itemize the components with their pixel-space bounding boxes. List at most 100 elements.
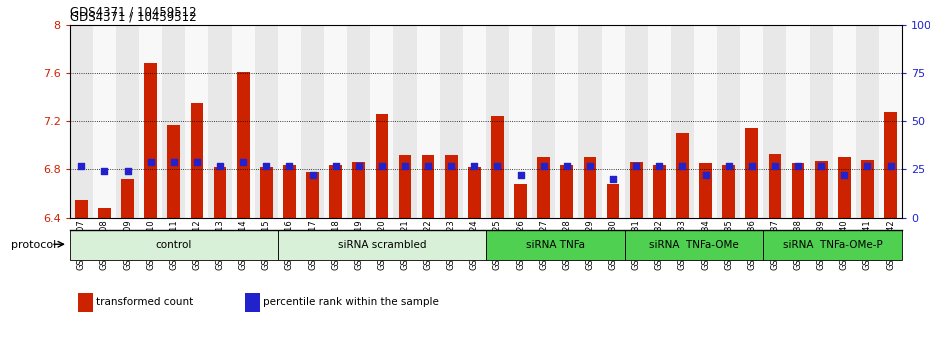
Text: protocol: protocol xyxy=(11,240,57,250)
Bar xyxy=(399,155,411,218)
Point xyxy=(629,163,644,169)
Bar xyxy=(214,167,226,218)
Text: GDS4371 / 10459512: GDS4371 / 10459512 xyxy=(70,6,196,19)
Point xyxy=(837,172,852,178)
Bar xyxy=(468,167,481,218)
Bar xyxy=(630,162,643,218)
Point xyxy=(675,163,690,169)
Bar xyxy=(723,165,735,218)
Point xyxy=(605,176,620,182)
Bar xyxy=(347,25,370,218)
Bar xyxy=(417,25,440,218)
Bar xyxy=(676,133,689,218)
Bar xyxy=(491,116,504,218)
Point xyxy=(235,159,250,165)
Point xyxy=(305,172,320,178)
Bar xyxy=(538,158,550,218)
Point xyxy=(420,163,435,169)
Bar xyxy=(485,25,509,218)
Bar xyxy=(561,165,573,218)
Bar xyxy=(625,25,648,218)
Bar xyxy=(879,25,902,218)
Point xyxy=(97,169,112,174)
Bar xyxy=(648,25,671,218)
Text: percentile rank within the sample: percentile rank within the sample xyxy=(263,297,439,307)
Bar xyxy=(861,160,874,218)
Bar xyxy=(329,165,342,218)
Bar xyxy=(625,230,764,260)
Bar xyxy=(740,25,764,218)
Bar xyxy=(606,184,619,218)
Bar xyxy=(532,25,555,218)
Bar xyxy=(245,293,259,312)
Point xyxy=(73,163,88,169)
Bar xyxy=(653,165,666,218)
Text: GDS4371 / 10459512: GDS4371 / 10459512 xyxy=(70,11,196,24)
Bar xyxy=(838,158,851,218)
Point xyxy=(190,159,205,165)
Point xyxy=(328,163,343,169)
Bar xyxy=(578,25,602,218)
Point xyxy=(744,163,759,169)
Bar xyxy=(167,125,180,218)
Text: siRNA  TNFa-OMe-P: siRNA TNFa-OMe-P xyxy=(783,240,883,250)
Point xyxy=(767,163,782,169)
Bar xyxy=(445,155,458,218)
Bar xyxy=(191,103,204,218)
Point xyxy=(166,159,181,165)
Text: siRNA scrambled: siRNA scrambled xyxy=(338,240,426,250)
Bar xyxy=(162,25,185,218)
Point xyxy=(722,163,737,169)
Bar xyxy=(98,208,111,218)
Bar xyxy=(140,25,162,218)
Bar xyxy=(440,25,463,218)
Bar xyxy=(884,112,897,218)
Bar xyxy=(509,25,532,218)
Bar xyxy=(70,25,93,218)
Bar xyxy=(116,25,140,218)
Bar xyxy=(232,25,255,218)
Bar xyxy=(768,154,781,218)
Bar xyxy=(352,162,365,218)
Bar xyxy=(278,25,301,218)
Point xyxy=(582,163,597,169)
Point xyxy=(537,163,551,169)
Point xyxy=(814,163,829,169)
Point xyxy=(213,163,228,169)
Bar xyxy=(584,158,596,218)
Point xyxy=(698,172,713,178)
Bar xyxy=(93,25,116,218)
Point xyxy=(652,163,667,169)
Bar xyxy=(144,63,157,218)
Bar xyxy=(485,230,625,260)
Bar xyxy=(463,25,486,218)
Bar xyxy=(764,25,787,218)
Bar xyxy=(376,114,388,218)
Point xyxy=(490,163,505,169)
Bar xyxy=(694,25,717,218)
Bar xyxy=(306,172,319,218)
Bar xyxy=(237,72,249,218)
Bar xyxy=(555,25,578,218)
Point xyxy=(860,163,875,169)
Bar xyxy=(75,200,87,218)
Bar xyxy=(422,155,434,218)
Bar xyxy=(121,179,134,218)
Bar xyxy=(514,184,527,218)
Point xyxy=(282,163,297,169)
Point xyxy=(352,163,366,169)
Bar xyxy=(717,25,740,218)
Bar xyxy=(255,25,278,218)
Bar xyxy=(301,25,324,218)
Text: siRNA TNFa: siRNA TNFa xyxy=(525,240,585,250)
Bar xyxy=(283,165,296,218)
Bar xyxy=(671,25,694,218)
Bar xyxy=(764,230,902,260)
Point xyxy=(143,159,158,165)
Bar xyxy=(278,230,485,260)
Bar xyxy=(259,167,272,218)
Bar xyxy=(370,25,393,218)
Bar xyxy=(185,25,208,218)
Point xyxy=(513,172,528,178)
Bar xyxy=(787,25,810,218)
